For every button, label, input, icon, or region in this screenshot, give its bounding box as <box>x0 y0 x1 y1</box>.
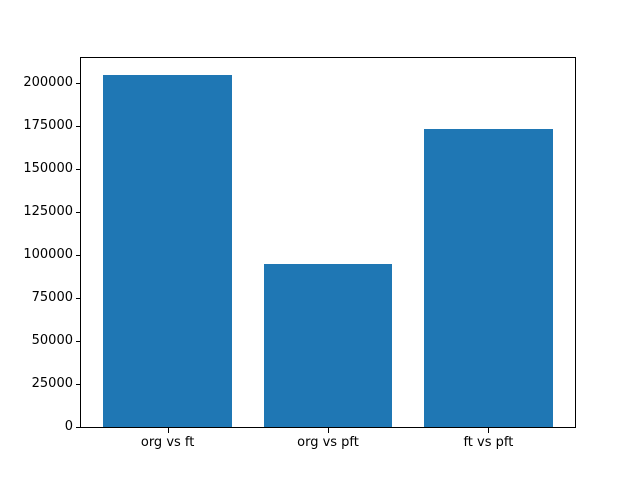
y-tick-label: 125000 <box>23 203 73 219</box>
y-tick-label: 75000 <box>31 289 73 305</box>
y-tick-label: 200000 <box>23 74 73 90</box>
y-tick-mark <box>76 125 81 127</box>
y-tick-mark <box>76 82 81 84</box>
y-tick-mark <box>76 211 81 213</box>
y-tick-label: 150000 <box>23 160 73 176</box>
y-tick-label: 0 <box>64 419 73 434</box>
x-tick-label: org vs pft <box>297 435 359 450</box>
y-tick-mark <box>76 383 81 385</box>
x-tick-mark <box>488 428 490 433</box>
x-tick-mark <box>167 428 169 433</box>
x-tick-mark <box>328 428 329 433</box>
bar-org-vs-pft <box>263 263 393 427</box>
x-tick-label: org vs ft <box>140 435 195 450</box>
bar-org-vs-ft <box>103 75 232 427</box>
y-tick-mark <box>76 427 81 428</box>
y-tick-label: 25000 <box>31 375 73 391</box>
y-tick-mark <box>76 254 81 256</box>
y-tick-label: 50000 <box>31 332 73 348</box>
y-tick-label: 100000 <box>23 246 73 262</box>
x-tick-label: ft vs pft <box>463 435 514 450</box>
bar-ft-vs-pft <box>424 129 553 427</box>
y-tick-mark <box>76 340 81 342</box>
y-tick-mark <box>76 297 81 299</box>
plot-area <box>80 57 576 428</box>
y-tick-mark <box>76 168 81 170</box>
y-tick-label: 175000 <box>23 117 73 133</box>
